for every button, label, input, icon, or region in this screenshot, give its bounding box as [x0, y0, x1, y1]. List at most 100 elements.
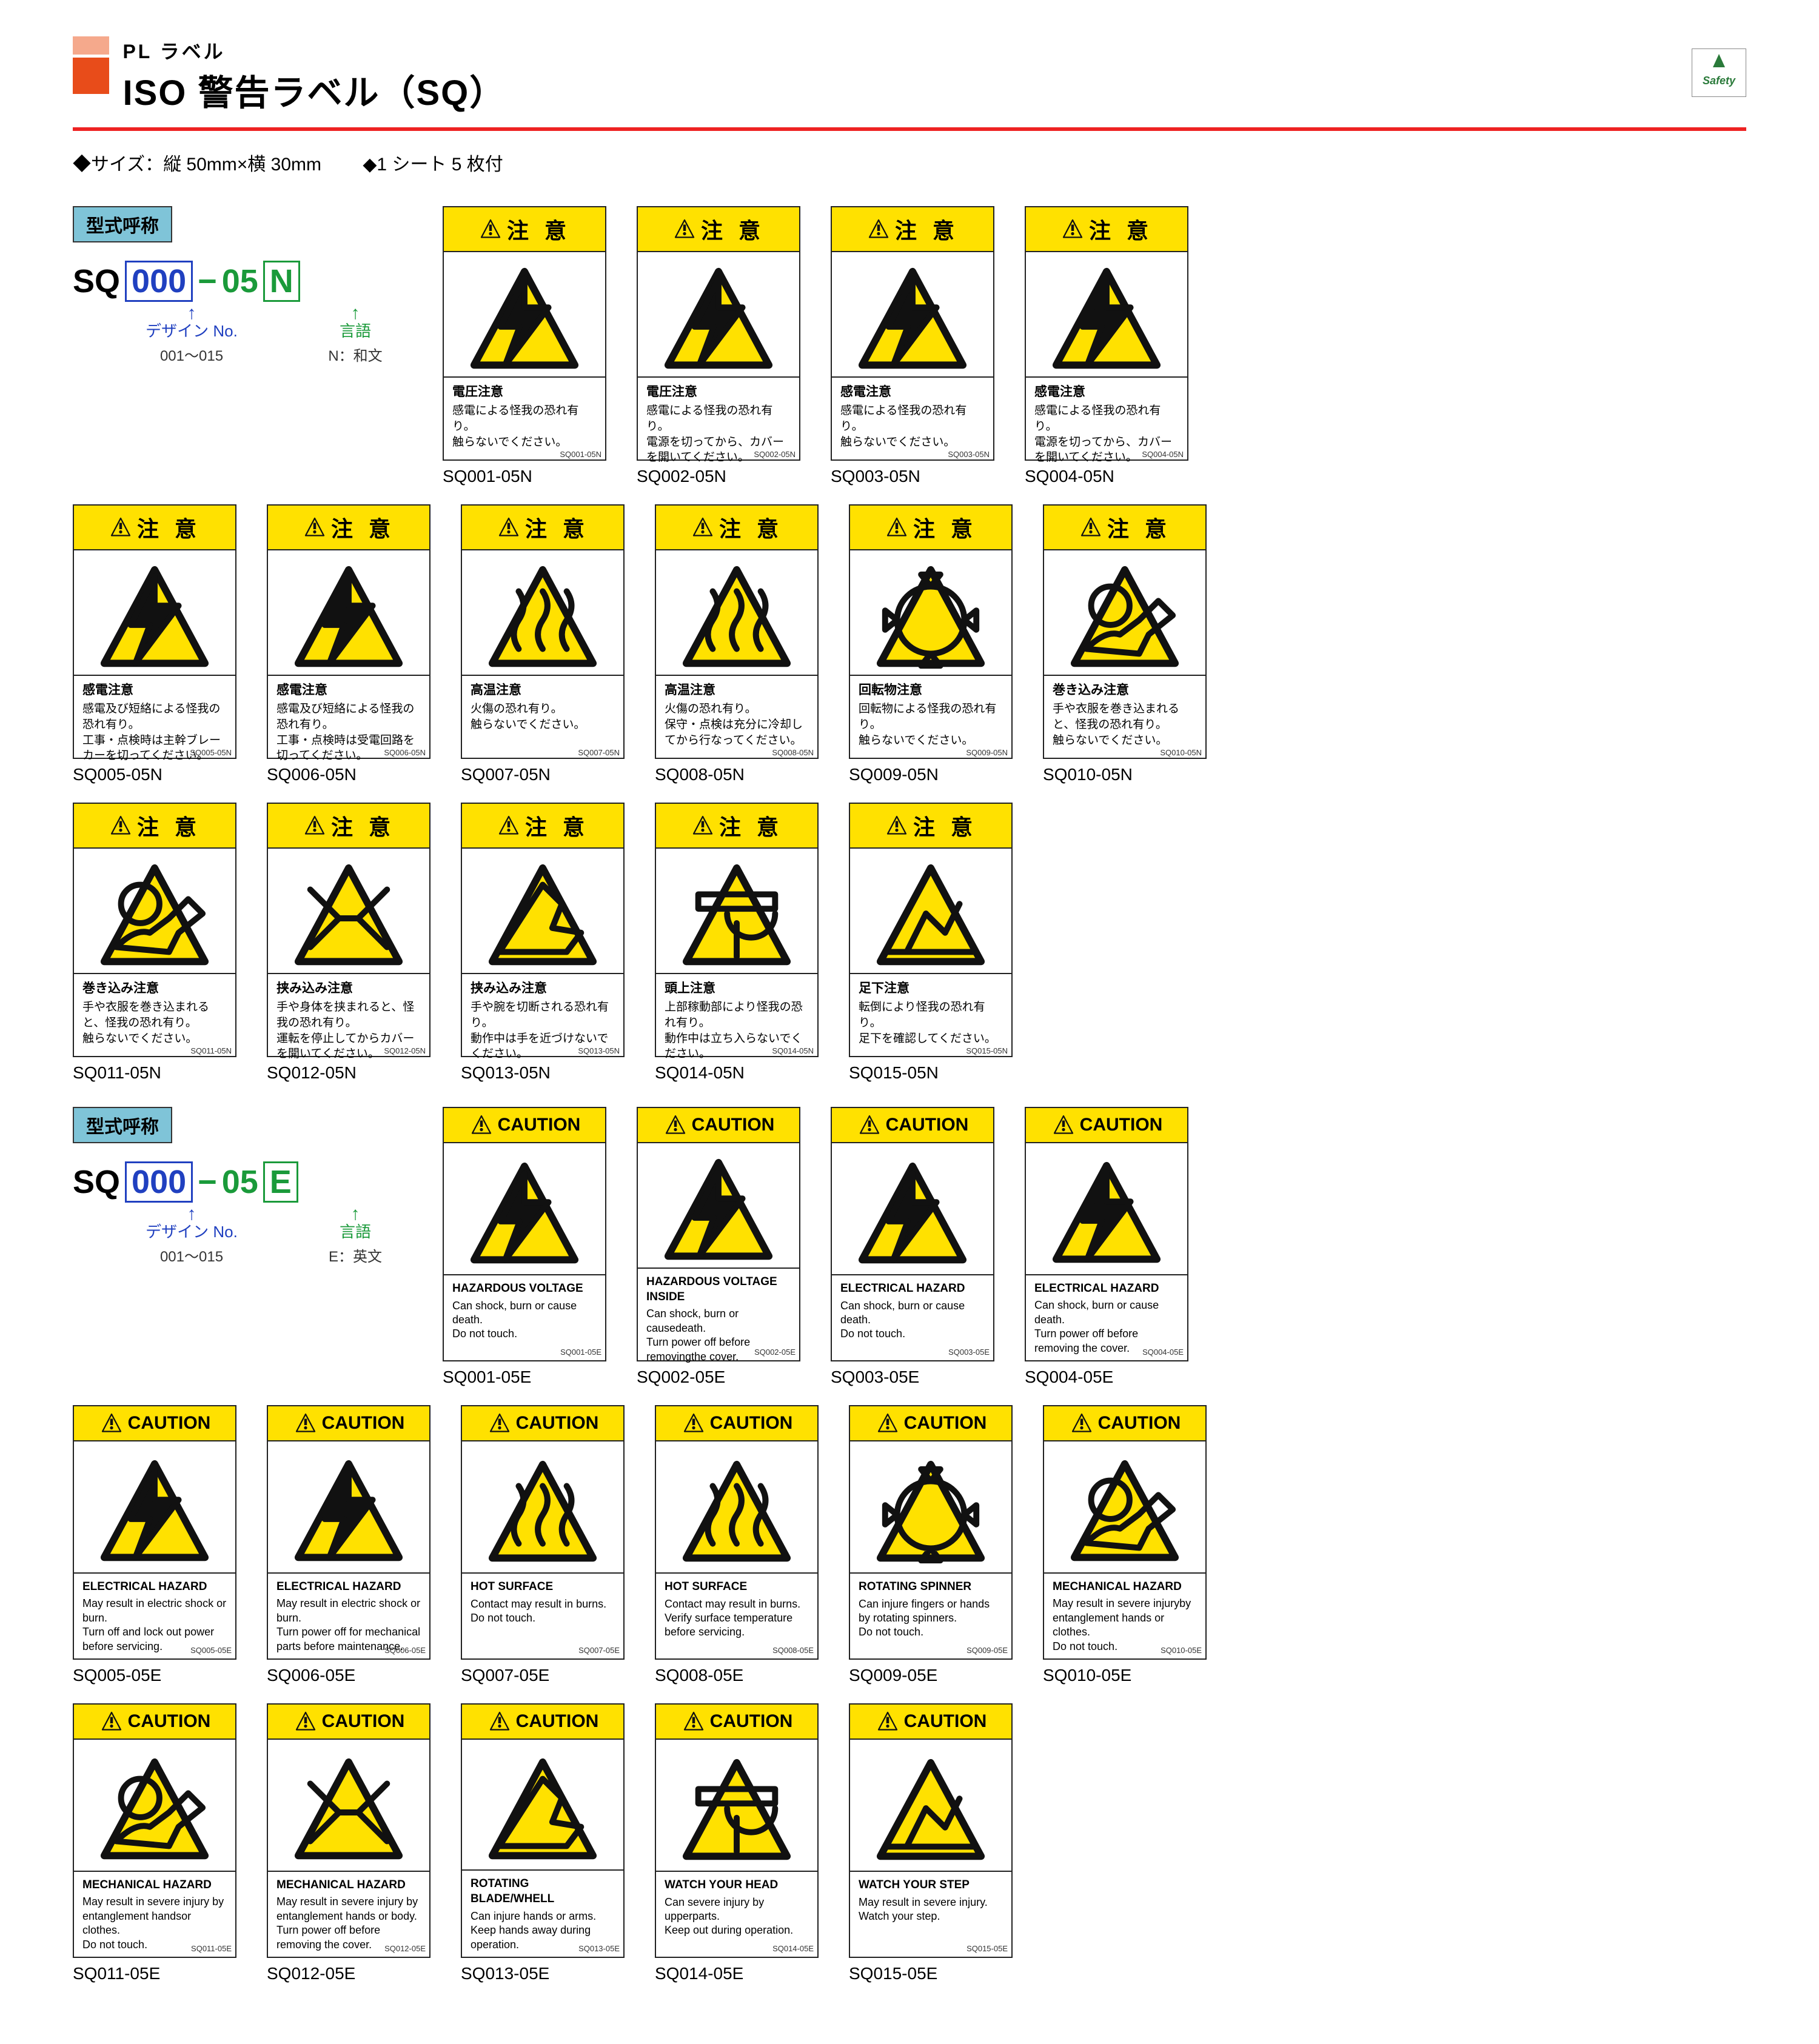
warning-label: 注 意 回転物注意 回転物による怪我の恐れ有り。触らないでください。 SQ009…	[849, 504, 1013, 759]
label-header: CAUTION	[656, 1406, 817, 1441]
label-signal-word: CAUTION	[692, 1115, 775, 1135]
exclamation-triangle-icon	[857, 1114, 882, 1136]
label-pictogram	[1026, 252, 1187, 378]
label-caption: SQ012-05E	[267, 1964, 430, 1983]
label-header: CAUTION	[268, 1705, 429, 1740]
label-sku-small: SQ015-05E	[966, 1944, 1008, 1954]
exclamation-triangle-icon	[496, 516, 521, 538]
jp-row-3: 注 意 巻き込み注意 手や衣服を巻き込まれると、怪我の恐れ有り。触らないでくださ…	[73, 803, 1746, 1083]
label-caption: SQ004-05N	[1025, 467, 1188, 486]
label-hazard-title: WATCH YOUR STEP	[859, 1878, 1003, 1893]
label-hazard-title: 回転物注意	[859, 682, 1003, 699]
label-hazard-title: ELECTRICAL HAZARD	[82, 1580, 227, 1595]
label-signal-word: CAUTION	[904, 1711, 987, 1732]
label-pictogram	[832, 1143, 993, 1275]
warning-label: 注 意 挟み込み注意 手や腕を切断される恐れ有り。動作中は手を近づけないでくださ…	[461, 803, 625, 1057]
warning-label: 注 意 感電注意 感電及び短絡による怪我の恐れ有り。工事・点検時は受電回路を切っ…	[267, 504, 430, 759]
warning-label: CAUTION HAZARDOUS VOLTAGE Can shock, bur…	[443, 1107, 606, 1361]
label-pictogram	[462, 1740, 623, 1871]
model-code-jp: SQ 000 − 05 N	[73, 261, 443, 302]
label-caption: SQ003-05E	[831, 1368, 994, 1387]
label-text: ELECTRICAL HAZARD May result in electric…	[268, 1574, 429, 1658]
en-section: 型式呼称 SQ 000 − 05 E ↑ デザイン No. 001〜015 ↑ …	[73, 1107, 1746, 1983]
label-text: ROTATING SPINNER Can injure fingers or h…	[850, 1574, 1011, 1658]
label-caption: SQ003-05N	[831, 467, 994, 486]
label-SQ011-05N: 注 意 巻き込み注意 手や衣服を巻き込まれると、怪我の恐れ有り。触らないでくださ…	[73, 803, 236, 1083]
label-sku-small: SQ010-05N	[1160, 747, 1202, 758]
label-hazard-title: 頭上注意	[665, 980, 809, 997]
label-signal-word: 注 意	[913, 512, 977, 543]
warning-label: CAUTION ELECTRICAL HAZARD May result in …	[73, 1405, 236, 1660]
warning-label: CAUTION ELECTRICAL HAZARD Can shock, bur…	[831, 1107, 994, 1361]
exclamation-triangle-icon	[293, 1711, 318, 1732]
label-sku-small: SQ015-05N	[966, 1046, 1008, 1057]
label-caption: SQ006-05E	[267, 1666, 430, 1685]
label-SQ006-05N: 注 意 感電注意 感電及び短絡による怪我の恐れ有り。工事・点検時は受電回路を切っ…	[267, 504, 430, 784]
label-SQ001-05N: 注 意 電圧注意 感電による怪我の恐れ有り。触らないでください。 SQ001-0…	[443, 206, 606, 486]
exclamation-triangle-icon	[496, 815, 521, 837]
label-header: 注 意	[462, 506, 623, 550]
header-color-blocks	[73, 36, 109, 94]
label-text: WATCH YOUR STEP May result in severe inj…	[850, 1872, 1011, 1957]
label-pictogram	[656, 1740, 817, 1872]
label-hazard-title: 高温注意	[665, 682, 809, 699]
label-pictogram	[850, 849, 1011, 974]
label-signal-word: CAUTION	[498, 1115, 581, 1135]
label-signal-word: CAUTION	[904, 1413, 987, 1434]
label-sku-small: SQ002-05E	[754, 1348, 796, 1358]
label-header: CAUTION	[1026, 1108, 1187, 1143]
label-hazard-title: ELECTRICAL HAZARD	[276, 1580, 421, 1595]
label-SQ003-05N: 注 意 感電注意 感電による怪我の恐れ有り。触らないでください。 SQ003-0…	[831, 206, 994, 486]
label-caption: SQ011-05E	[73, 1964, 236, 1983]
label-hazard-title: 巻き込み注意	[82, 980, 227, 997]
meta-line: ◆サイズ：縦 50mm×横 30mm ◆1 シート 5 枚付	[73, 149, 1746, 176]
pinch-icon	[291, 1755, 406, 1855]
bolt-icon	[1049, 1158, 1164, 1258]
label-SQ012-05N: 注 意 挟み込み注意 手や身体を挟まれると、怪我の恐れ有り。運転を停止してからカ…	[267, 803, 430, 1083]
label-header: CAUTION	[462, 1705, 623, 1740]
label-pictogram	[462, 849, 623, 974]
label-caption: SQ014-05N	[655, 1063, 819, 1083]
label-caption: SQ014-05E	[655, 1964, 819, 1983]
safety-logo: Safety	[1692, 48, 1746, 97]
warning-label: CAUTION HOT SURFACE Contact may result i…	[655, 1405, 819, 1660]
exclamation-triangle-icon	[302, 815, 327, 837]
label-hazard-title: 挟み込み注意	[276, 980, 421, 997]
bolt-icon	[1049, 264, 1164, 364]
label-sku-small: SQ007-05N	[578, 747, 620, 758]
label-text: HAZARDOUS VOLTAGE Can shock, burn or cau…	[444, 1275, 605, 1360]
label-sku-small: SQ013-05E	[578, 1944, 620, 1954]
label-text: 頭上注意 上部稼動部により怪我の恐れ有り。動作中は立ち入らないでください。 SQ…	[656, 974, 817, 1059]
exclamation-triangle-icon	[875, 1412, 900, 1434]
label-hazard-title: HAZARDOUS VOLTAGE INSIDE	[646, 1275, 791, 1304]
meta-size: ◆サイズ：縦 50mm×横 30mm	[73, 155, 321, 175]
label-header: 注 意	[74, 804, 235, 849]
label-pictogram	[850, 550, 1011, 676]
label-signal-word: CAUTION	[886, 1115, 969, 1135]
warning-label: 注 意 挟み込み注意 手や身体を挟まれると、怪我の恐れ有り。運転を停止してからカ…	[267, 803, 430, 1057]
bolt-icon	[467, 264, 582, 364]
exclamation-triangle-icon	[1078, 516, 1104, 538]
label-SQ015-05N: 注 意 足下注意 転倒により怪我の恐れ有り。足下を確認してください。 SQ015…	[849, 803, 1013, 1083]
exclamation-triangle-icon	[99, 1711, 124, 1732]
label-sku-small: SQ003-05N	[948, 449, 990, 460]
label-caption: SQ002-05E	[637, 1368, 800, 1387]
label-signal-word: 注 意	[719, 512, 783, 543]
label-text: 挟み込み注意 手や身体を挟まれると、怪我の恐れ有り。運転を停止してからカバーを開…	[268, 974, 429, 1059]
label-text: MECHANICAL HAZARD May result in severe i…	[74, 1872, 235, 1957]
label-header: 注 意	[268, 804, 429, 849]
label-pictogram	[850, 1740, 1011, 1872]
bolt-icon	[291, 563, 406, 663]
en-row-1: 型式呼称 SQ 000 − 05 E ↑ デザイン No. 001〜015 ↑ …	[73, 1107, 1746, 1387]
label-hazard-title: 高温注意	[471, 682, 615, 699]
bolt-icon	[97, 1457, 212, 1557]
label-caption: SQ010-05E	[1043, 1666, 1207, 1685]
label-header: 注 意	[268, 506, 429, 550]
exclamation-triangle-icon	[690, 516, 715, 538]
label-SQ001-05E: CAUTION HAZARDOUS VOLTAGE Can shock, bur…	[443, 1107, 606, 1387]
header-title: ISO 警告ラベル（SQ）	[122, 64, 506, 115]
label-sku-small: SQ004-05N	[1142, 449, 1184, 460]
bolt-icon	[855, 264, 970, 364]
label-pictogram	[1026, 1143, 1187, 1275]
header-subtitle: PL ラベル	[122, 36, 506, 64]
